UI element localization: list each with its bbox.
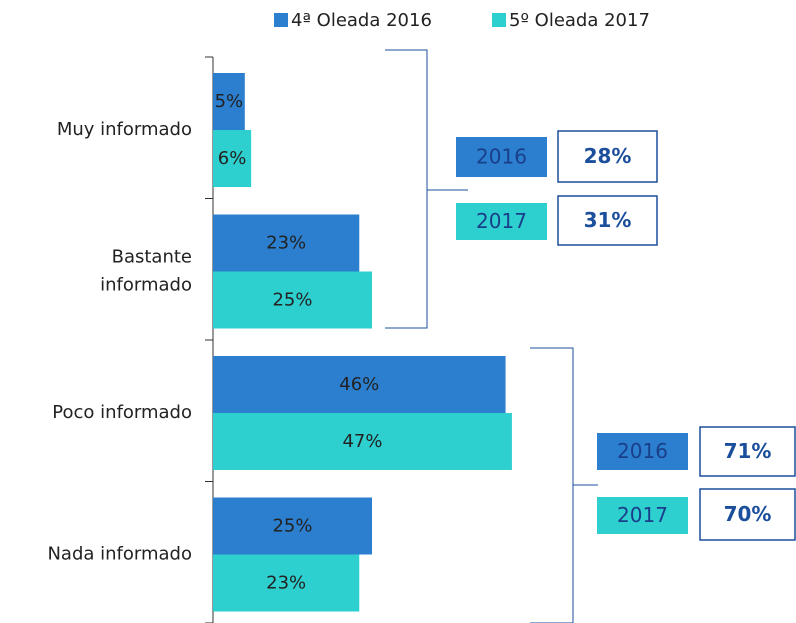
bar bbox=[213, 356, 506, 413]
bracket bbox=[530, 347, 598, 623]
legend-label: 4ª Oleada 2016 bbox=[291, 10, 432, 31]
total-box bbox=[557, 195, 658, 246]
bar bbox=[213, 73, 245, 130]
category-label: Nada informado bbox=[47, 544, 192, 565]
bar bbox=[213, 497, 372, 555]
value-label: 5% bbox=[215, 91, 244, 112]
legend-swatch bbox=[274, 13, 288, 27]
year-label: 2016 bbox=[617, 439, 668, 463]
legend-swatch bbox=[492, 13, 506, 27]
bar bbox=[213, 130, 252, 187]
value-label: 23% bbox=[266, 573, 306, 594]
value-label: 23% bbox=[266, 233, 306, 254]
total-label: 28% bbox=[584, 144, 632, 168]
year-box bbox=[456, 203, 547, 240]
bar bbox=[213, 214, 360, 272]
year-box bbox=[456, 137, 547, 177]
category-label: Muy informado bbox=[57, 119, 192, 140]
value-label: 47% bbox=[342, 431, 382, 452]
total-box bbox=[699, 488, 796, 541]
category-line: Bastante bbox=[112, 247, 192, 268]
year-label: 2016 bbox=[476, 145, 527, 169]
total-label: 70% bbox=[724, 502, 772, 526]
year-box bbox=[597, 497, 688, 534]
bar bbox=[213, 554, 360, 612]
total-label: 71% bbox=[724, 439, 772, 463]
bar bbox=[213, 413, 512, 470]
year-label: 2017 bbox=[476, 209, 527, 233]
value-label: 25% bbox=[272, 516, 312, 537]
category-line: informado bbox=[100, 275, 192, 296]
total-box bbox=[699, 426, 796, 477]
bar bbox=[213, 271, 372, 329]
total-label: 31% bbox=[584, 208, 632, 232]
value-label: 46% bbox=[339, 374, 379, 395]
category-label: Bastante informado bbox=[100, 247, 192, 296]
legend-label: 5º Oleada 2017 bbox=[509, 10, 650, 31]
value-label: 25% bbox=[272, 290, 312, 311]
total-box bbox=[557, 130, 658, 183]
bracket bbox=[385, 49, 468, 329]
year-box bbox=[597, 433, 688, 470]
value-label: 6% bbox=[218, 148, 247, 169]
category-label: Poco informado bbox=[52, 402, 192, 423]
year-label: 2017 bbox=[617, 503, 668, 527]
